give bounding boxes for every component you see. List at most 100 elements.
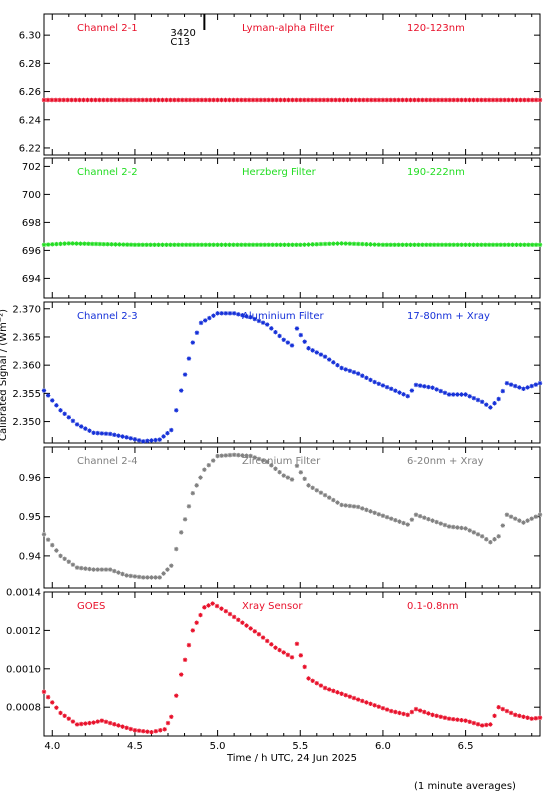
data-point <box>310 348 315 353</box>
data-point <box>439 242 445 247</box>
data-point <box>517 713 522 719</box>
data-point <box>199 242 205 247</box>
data-point <box>112 722 117 727</box>
data-point <box>309 97 315 103</box>
data-point <box>318 490 324 495</box>
data-point <box>337 97 342 103</box>
data-point <box>434 519 439 525</box>
data-point <box>99 718 105 723</box>
data-point <box>99 431 105 436</box>
data-point <box>331 360 336 365</box>
data-point <box>380 705 386 711</box>
data-point <box>412 97 417 103</box>
data-point <box>83 566 88 571</box>
data-point <box>388 97 394 103</box>
data-point <box>246 242 252 247</box>
data-point <box>270 242 275 247</box>
data-point <box>105 242 110 247</box>
data-point <box>202 605 207 610</box>
data-point <box>404 97 409 103</box>
data-point <box>384 515 390 520</box>
y-tick-label: 6.30 <box>19 31 41 42</box>
data-point <box>496 705 501 710</box>
data-point <box>281 650 286 655</box>
data-point <box>183 97 189 103</box>
data-point <box>190 491 195 496</box>
data-point <box>149 438 154 443</box>
data-point <box>438 388 443 394</box>
x-axis-label: Time / h UTC, 24 Jun 2025 <box>226 753 357 764</box>
data-point <box>446 524 452 529</box>
data-point <box>101 97 106 103</box>
data-point <box>339 691 344 696</box>
data-point <box>74 241 79 246</box>
panel-filter-label: Herzberg Filter <box>242 167 317 178</box>
series-4 <box>41 452 543 580</box>
data-point <box>266 97 271 103</box>
data-point <box>132 728 138 733</box>
data-point <box>270 97 275 103</box>
data-point <box>186 504 192 509</box>
data-point <box>195 242 201 247</box>
data-point <box>455 392 460 397</box>
data-point <box>341 97 346 103</box>
data-point <box>103 431 109 436</box>
data-point <box>149 729 154 735</box>
data-point <box>265 459 270 465</box>
panel-filter-label: Aluminium Filter <box>242 311 325 322</box>
data-point <box>508 514 514 519</box>
data-point <box>136 438 142 443</box>
data-point <box>66 415 71 420</box>
data-point <box>145 729 150 734</box>
data-point <box>467 528 472 533</box>
data-point <box>393 388 398 393</box>
y-tick-label: 702 <box>22 162 41 173</box>
data-point <box>252 629 257 634</box>
data-point <box>355 697 361 702</box>
data-point <box>360 506 365 511</box>
y-tick-label: 0.0008 <box>6 703 41 714</box>
data-point <box>50 700 55 705</box>
data-point <box>74 722 80 727</box>
data-point <box>211 313 216 318</box>
data-point <box>364 700 369 705</box>
data-point <box>314 488 319 493</box>
y-tick-label: 0.0014 <box>6 588 41 599</box>
data-point <box>231 614 237 620</box>
data-point <box>70 719 76 724</box>
data-point <box>529 716 534 721</box>
data-point <box>294 97 299 103</box>
data-point <box>282 242 287 247</box>
data-point <box>384 384 390 390</box>
data-point <box>401 392 406 397</box>
data-point <box>274 97 279 103</box>
x-tick-label: 5.0 <box>210 741 226 752</box>
data-point <box>50 398 55 403</box>
data-point <box>97 97 102 103</box>
data-point <box>62 713 67 719</box>
data-point <box>322 354 328 359</box>
data-point <box>417 383 423 388</box>
data-point <box>160 97 165 103</box>
y-tick-label: 694 <box>22 274 41 285</box>
data-point <box>471 720 477 726</box>
data-point <box>50 542 55 548</box>
panel-frame-3 <box>43 301 541 444</box>
data-point <box>258 97 264 103</box>
data-point <box>62 241 67 246</box>
data-point <box>430 385 435 390</box>
data-point <box>265 638 270 644</box>
data-point <box>442 522 448 528</box>
data-point <box>244 314 249 319</box>
data-point <box>318 352 324 357</box>
data-point <box>533 242 539 247</box>
annotation-sublabel: C13 <box>170 37 190 48</box>
data-point <box>368 701 373 707</box>
data-point <box>389 386 394 392</box>
data-point <box>168 97 173 103</box>
data-point <box>533 514 539 519</box>
data-point <box>329 97 334 103</box>
data-point <box>393 709 398 715</box>
data-point <box>83 426 88 431</box>
data-point <box>314 242 319 247</box>
